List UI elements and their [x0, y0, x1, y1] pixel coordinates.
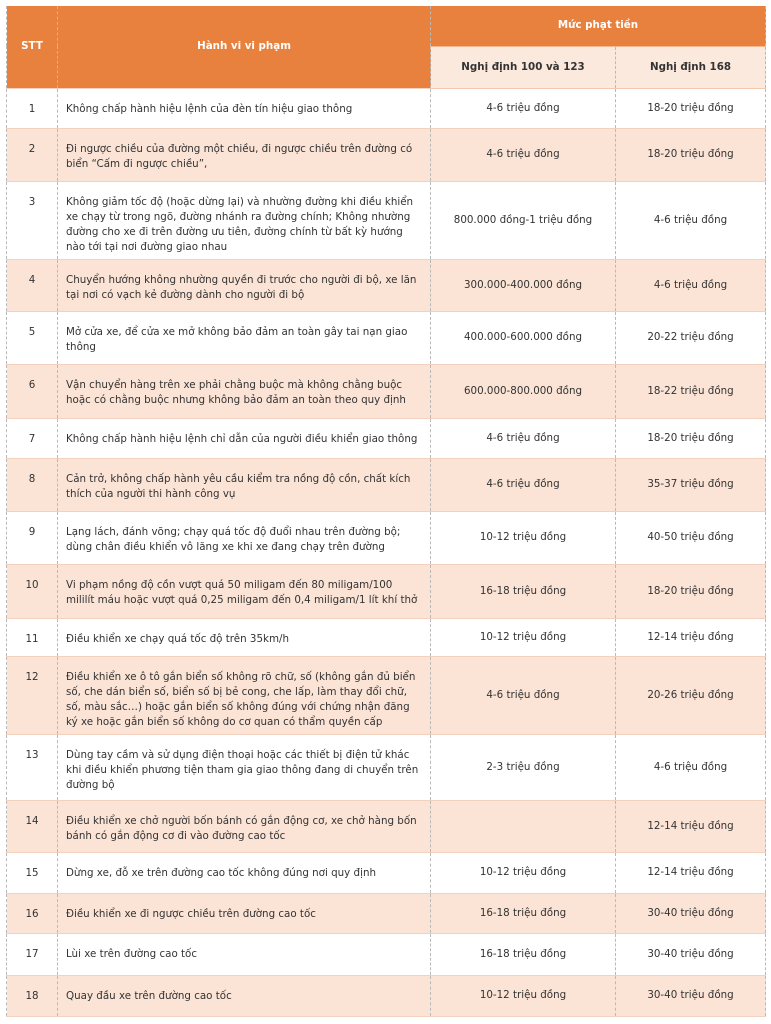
fine-decree-new: 18-20 triệu đồng	[614, 417, 767, 458]
table-row: 14 Điều khiển xe chở người bốn bánh có gắ…	[6, 799, 767, 852]
violation-text: Điều khiển xe đi ngược chiều trên đường …	[57, 892, 431, 933]
fine-decree-new: 30-40 triệu đồng	[614, 892, 767, 933]
fine-decree-old: 2-3 triệu đồng	[430, 733, 616, 800]
violation-text: Điều khiển xe ô tô gắn biển số không rõ …	[57, 655, 431, 734]
fine-decree-old: 400.000-600.000 đồng	[430, 310, 616, 364]
violation-text: Không chấp hành hiệu lệnh của đèn tín hi…	[57, 87, 431, 128]
fines-table: STT Hành vi vi phạm Mức phạt tiền Nghị đ…	[6, 6, 767, 1017]
row-number: 12	[6, 655, 58, 734]
table-row: 7 Không chấp hành hiệu lệnh chỉ dẫn của n…	[6, 417, 767, 458]
violation-text: Mở cửa xe, để cửa xe mở không bảo đảm an…	[57, 310, 431, 364]
table-row: 1 Không chấp hành hiệu lệnh của đèn tín h…	[6, 87, 767, 128]
violation-text: Vận chuyển hàng trên xe phải chằng buộc …	[57, 363, 431, 418]
fine-decree-old: 10-12 triệu đồng	[430, 974, 616, 1017]
fine-decree-old: 16-18 triệu đồng	[430, 563, 616, 618]
fine-decree-new: 18-20 triệu đồng	[614, 563, 767, 618]
fine-decree-new: 40-50 triệu đồng	[614, 510, 767, 564]
violation-text: Chuyển hướng không nhường quyền đi trước…	[57, 258, 431, 311]
row-number: 1	[6, 87, 58, 128]
fine-decree-new: 12-14 triệu đồng	[614, 851, 767, 893]
row-number: 18	[6, 974, 58, 1017]
row-number: 3	[6, 180, 58, 259]
fine-decree-old: 10-12 triệu đồng	[430, 510, 616, 564]
row-number: 16	[6, 892, 58, 933]
table-row: 15 Dừng xe, đỗ xe trên đường cao tốc khôn…	[6, 851, 767, 893]
table-row: 3 Không giảm tốc độ (hoặc dừng lại) và nh…	[6, 180, 767, 259]
fine-decree-old: 300.000-400.000 đồng	[430, 258, 616, 311]
fine-decree-new: 30-40 triệu đồng	[614, 974, 767, 1017]
row-number: 15	[6, 851, 58, 893]
fine-decree-old: 16-18 triệu đồng	[430, 892, 616, 933]
row-number: 11	[6, 617, 58, 656]
table-row: 17 Lùi xe trên đường cao tốc 16-18 triệu đ…	[6, 932, 767, 975]
fine-decree-old	[430, 799, 616, 852]
table-row: 5 Mở cửa xe, để cửa xe mở không bảo đảm a…	[6, 310, 767, 364]
header-violation: Hành vi vi phạm	[57, 6, 431, 88]
table-row: 10 Vi phạm nồng độ cồn vượt quá 50 miliga…	[6, 563, 767, 618]
violation-text: Điều khiển xe chạy quá tốc độ trên 35km/…	[57, 617, 431, 656]
table-row: 2 Đi ngược chiều của đường một chiều, đi …	[6, 127, 767, 181]
fine-decree-new: 35-37 triệu đồng	[614, 457, 767, 511]
violation-text: Cản trở, không chấp hành yêu cầu kiểm tr…	[57, 457, 431, 511]
fine-decree-old: 10-12 triệu đồng	[430, 851, 616, 893]
table-row: 13 Dùng tay cầm và sử dụng điện thoại hoặ…	[6, 733, 767, 800]
violation-text: Không chấp hành hiệu lệnh chỉ dẫn của ng…	[57, 417, 431, 458]
violation-text: Quay đầu xe trên đường cao tốc	[57, 974, 431, 1017]
fine-decree-old: 4-6 triệu đồng	[430, 457, 616, 511]
fine-decree-new: 30-40 triệu đồng	[614, 932, 767, 975]
violation-text: Lùi xe trên đường cao tốc	[57, 932, 431, 975]
row-number: 6	[6, 363, 58, 418]
row-number: 8	[6, 457, 58, 511]
fine-decree-new: 4-6 triệu đồng	[614, 180, 767, 259]
violation-text: Điều khiển xe chở người bốn bánh có gắn …	[57, 799, 431, 852]
fine-decree-new: 18-20 triệu đồng	[614, 87, 767, 128]
row-number: 10	[6, 563, 58, 618]
header-decree-old: Nghị định 100 và 123	[430, 46, 616, 89]
fine-decree-new: 20-22 triệu đồng	[614, 310, 767, 364]
fine-decree-old: 10-12 triệu đồng	[430, 617, 616, 656]
table-row: 6 Vận chuyển hàng trên xe phải chằng buộc…	[6, 363, 767, 418]
fine-decree-new: 18-22 triệu đồng	[614, 363, 767, 418]
fine-decree-new: 18-20 triệu đồng	[614, 127, 767, 181]
table-row: 18 Quay đầu xe trên đường cao tốc 10-12 tr…	[6, 974, 767, 1017]
row-number: 2	[6, 127, 58, 181]
violation-text: Đi ngược chiều của đường một chiều, đi n…	[57, 127, 431, 181]
fine-decree-old: 800.000 đồng-1 triệu đồng	[430, 180, 616, 259]
violation-text: Không giảm tốc độ (hoặc dừng lại) và như…	[57, 180, 431, 259]
fine-decree-new: 20-26 triệu đồng	[614, 655, 767, 734]
row-number: 17	[6, 932, 58, 975]
fine-decree-old: 4-6 triệu đồng	[430, 417, 616, 458]
row-number: 4	[6, 258, 58, 311]
table-row: 16 Điều khiển xe đi ngược chiều trên đườn…	[6, 892, 767, 933]
table-row: 8 Cản trở, không chấp hành yêu cầu kiểm t…	[6, 457, 767, 511]
fine-decree-new: 4-6 triệu đồng	[614, 258, 767, 311]
violation-text: Vi phạm nồng độ cồn vượt quá 50 miligam …	[57, 563, 431, 618]
table-row: 9 Lạng lách, đánh võng; chạy quá tốc độ đ…	[6, 510, 767, 564]
row-number: 5	[6, 310, 58, 364]
row-number: 7	[6, 417, 58, 458]
header-stt: STT	[6, 6, 58, 88]
header-fine-group: Mức phạt tiền	[429, 6, 767, 47]
violation-text: Lạng lách, đánh võng; chạy quá tốc độ đu…	[57, 510, 431, 564]
row-number: 13	[6, 733, 58, 800]
fine-decree-old: 16-18 triệu đồng	[430, 932, 616, 975]
table-row: 4 Chuyển hướng không nhường quyền đi trướ…	[6, 258, 767, 311]
table-row: 11 Điều khiển xe chạy quá tốc độ trên 35k…	[6, 617, 767, 656]
row-number: 9	[6, 510, 58, 564]
fine-decree-new: 4-6 triệu đồng	[614, 733, 767, 800]
violation-text: Dừng xe, đỗ xe trên đường cao tốc không …	[57, 851, 431, 893]
fine-decree-new: 12-14 triệu đồng	[614, 799, 767, 852]
fine-decree-old: 4-6 triệu đồng	[430, 127, 616, 181]
fine-decree-new: 12-14 triệu đồng	[614, 617, 767, 656]
fine-decree-old: 600.000-800.000 đồng	[430, 363, 616, 418]
header-decree-new: Nghị định 168	[614, 46, 767, 89]
fine-decree-old: 4-6 triệu đồng	[430, 655, 616, 734]
fine-decree-old: 4-6 triệu đồng	[430, 87, 616, 128]
table-row: 12 Điều khiển xe ô tô gắn biển số không r…	[6, 655, 767, 734]
row-number: 14	[6, 799, 58, 852]
violation-text: Dùng tay cầm và sử dụng điện thoại hoặc …	[57, 733, 431, 800]
